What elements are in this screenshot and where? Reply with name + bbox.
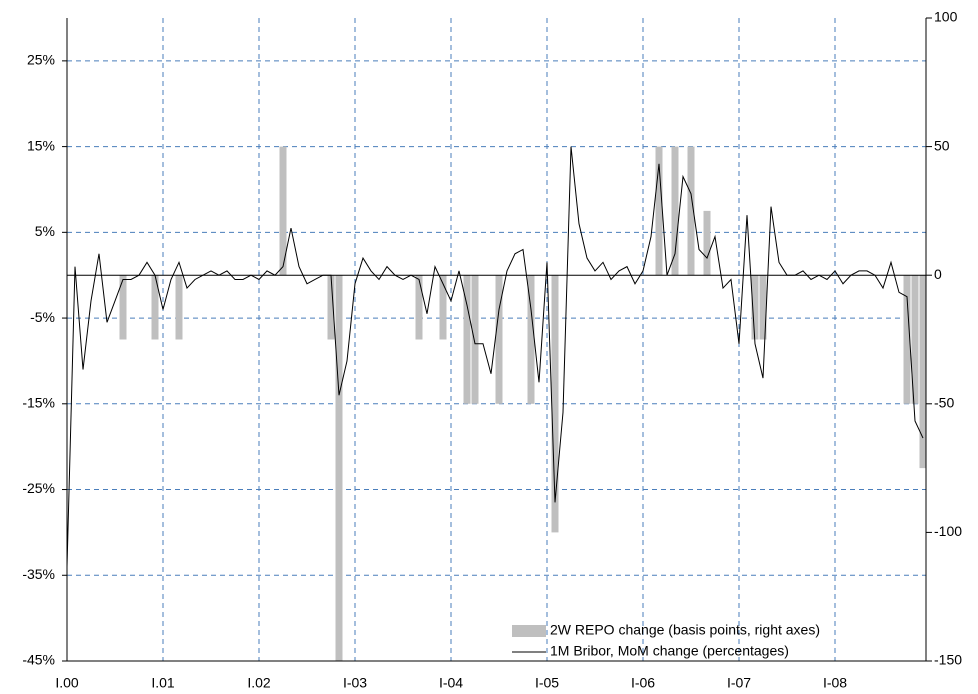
bar bbox=[175, 275, 183, 340]
x-tick-label: I-07 bbox=[727, 675, 751, 691]
y-tick-label: -35% bbox=[22, 566, 55, 582]
x-tick-label: I.02 bbox=[247, 675, 271, 691]
bar bbox=[759, 275, 767, 340]
bar bbox=[119, 275, 127, 340]
y2-tick-label: 100 bbox=[934, 9, 958, 25]
bar bbox=[655, 146, 663, 276]
bar bbox=[471, 275, 479, 404]
y-tick-label: -5% bbox=[30, 309, 55, 325]
y-tick-label: -25% bbox=[22, 480, 55, 496]
bar bbox=[439, 275, 447, 340]
x-tick-label: I.00 bbox=[55, 675, 79, 691]
y-tick-label: -45% bbox=[22, 652, 55, 668]
line bbox=[66, 146, 924, 567]
bar bbox=[911, 275, 919, 404]
bar bbox=[687, 146, 695, 276]
y-tick-label: 25% bbox=[27, 52, 55, 68]
bar bbox=[551, 275, 559, 533]
x-tick-label: I-08 bbox=[823, 675, 847, 691]
bar bbox=[919, 275, 927, 469]
bar bbox=[495, 275, 503, 404]
y-tick-label: 5% bbox=[35, 223, 55, 239]
y2-tick-label: 50 bbox=[934, 137, 950, 153]
bar bbox=[903, 275, 911, 404]
y-tick-label: 15% bbox=[27, 137, 55, 153]
legend-label: 1M Bribor, MoM change (percentages) bbox=[550, 643, 789, 659]
bar bbox=[279, 146, 287, 276]
bar bbox=[335, 275, 343, 661]
y2-tick-label: 0 bbox=[934, 266, 942, 282]
x-tick-label: I-03 bbox=[343, 675, 367, 691]
x-tick-label: I-04 bbox=[439, 675, 463, 691]
legend-label: 2W REPO change (basis points, right axes… bbox=[550, 622, 820, 638]
bar bbox=[671, 146, 679, 276]
legend-swatch bbox=[512, 625, 546, 637]
y2-tick-label: -150 bbox=[934, 652, 962, 668]
bar bbox=[703, 210, 711, 276]
bar bbox=[463, 275, 471, 404]
bar bbox=[415, 275, 423, 340]
bar bbox=[327, 275, 335, 340]
y2-tick-label: -50 bbox=[934, 395, 954, 411]
x-tick-label: I.01 bbox=[151, 675, 175, 691]
bar bbox=[151, 275, 159, 340]
x-tick-label: I-05 bbox=[535, 675, 559, 691]
bar bbox=[527, 275, 535, 404]
y-tick-label: -15% bbox=[22, 395, 55, 411]
y2-tick-label: -100 bbox=[934, 523, 962, 539]
x-tick-label: I-06 bbox=[631, 675, 655, 691]
bar bbox=[751, 275, 759, 340]
